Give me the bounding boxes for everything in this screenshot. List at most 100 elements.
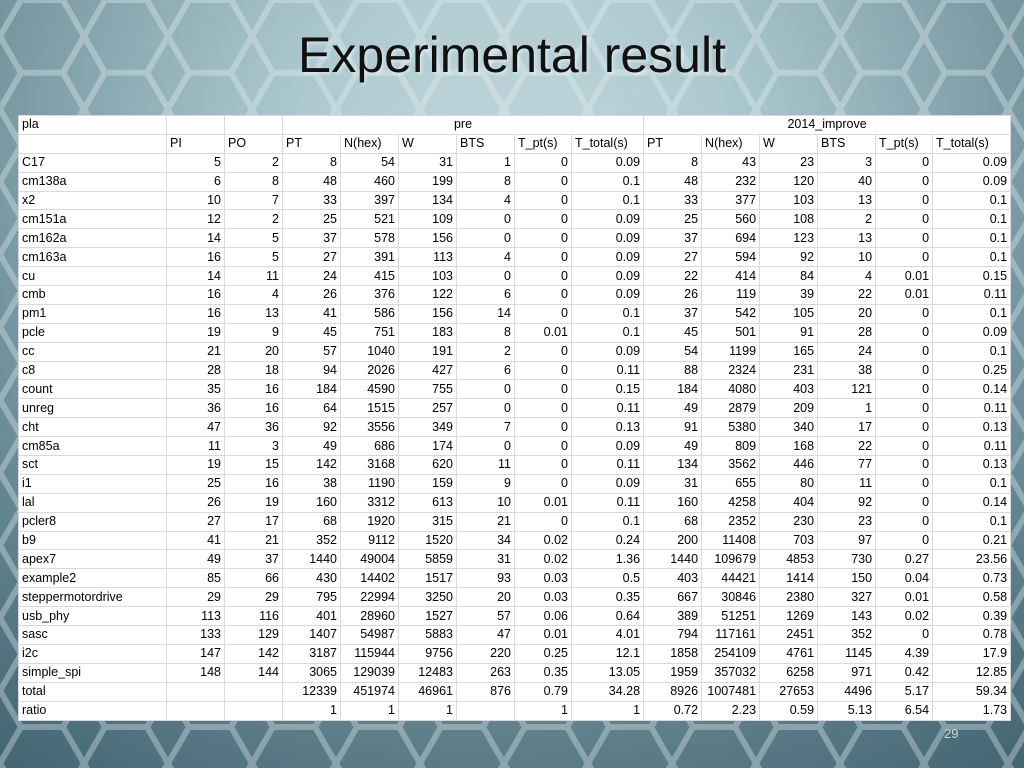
table-cell: 391 [340,247,399,268]
table-cell: 1527 [398,606,457,627]
table-cell: 25 [282,209,341,230]
table-row: cm163a 16 5 27 391 113 4 0 0.09 27 594 92 10 0 0.1 [18,247,1012,268]
table-cell: 0.11 [570,360,645,381]
table-cell: 91 [643,417,703,438]
table-cell: 13 [817,190,877,211]
table-cell: 4853 [759,549,819,570]
table-cell: 40 [817,171,877,192]
table-cell: 30846 [701,587,761,608]
table-cell: 1414 [759,568,819,589]
table-cell: 0.13 [570,417,645,438]
table-cell: 0 [875,341,934,362]
table-cell: 113 [398,247,457,268]
table-cell: 0 [514,360,572,381]
table-cell: 0.01 [514,625,572,645]
table-cell: 115944 [340,643,399,664]
table-cell: 0.11 [570,398,645,419]
table-cell: 27 [282,247,341,268]
table-cell: 184 [282,379,341,400]
table-cell: 31 [456,549,515,570]
table-cell: 19 [224,492,283,513]
table-cell: 144 [224,662,283,683]
table-cell: 0 [875,473,934,494]
table-cell: 315 [398,511,457,532]
table-cell: 0 [875,228,934,249]
table-row: sct 19 15 142 3168 620 11 0 0.11 134 3562 446 77 0 0.1… [18,455,1012,475]
table-cell: 4.39 [875,643,934,664]
table-cell: 1040 [340,341,399,362]
table-cell: 0.1 [932,303,1012,324]
table-row: i1 25 16 38 1190 159 9 0 0.09 31 655 80 11 0 0.1 [18,473,1012,494]
table-cell: 34 [456,530,515,551]
table-cell: 49 [643,436,703,457]
table-cell: 5.13 [817,700,877,721]
table-cell: 57 [456,606,515,627]
table-cell: 2352 [701,511,761,532]
table-cell: 0.13 [932,455,1012,475]
table-cell: 0 [875,455,934,475]
table-cell: 0.1 [932,247,1012,268]
table-cell: 0 [514,341,572,362]
table-cell: 794 [643,625,703,645]
table-cell: 414 [701,266,761,287]
table-cell: 327 [817,587,877,608]
table-cell: 122 [398,285,457,305]
table-cell: 0.73 [932,568,1012,589]
table-cell: 13 [817,228,877,249]
row-label: ratio [18,700,167,721]
table-cell: 0 [456,228,515,249]
table-cell: 12339 [282,681,341,702]
table-cell: 0.1 [932,190,1012,211]
table-cell: 12.85 [932,662,1012,683]
table-cell: 1269 [759,606,819,627]
row-label: c8 [18,360,167,381]
table-cell: 0.27 [875,549,934,570]
table-cell: 404 [759,492,819,513]
table-cell: 257 [398,398,457,419]
column-header: T_total(s) [932,133,1012,154]
table-cell: 594 [701,247,761,268]
table-cell: 23 [759,152,819,173]
table-cell: 165 [759,341,819,362]
table-cell: 45 [643,322,703,343]
table-cell: 0 [514,209,572,230]
table-cell: 1199 [701,341,761,362]
table-cell: 16 [166,303,225,324]
table-cell: 10 [166,190,225,211]
table-cell: 0.11 [932,398,1012,419]
table-cell: 352 [817,625,877,645]
table-cell: 26 [643,285,703,305]
table-cell: 49 [643,398,703,419]
row-label: cm162a [18,228,167,249]
table-cell: 0.09 [570,285,645,305]
table-cell: 18 [224,360,283,381]
table-cell: 403 [759,379,819,400]
table-group-header-row: pla pre 2014_improve [18,115,1012,135]
table-row: example2 85 66 430 14402 1517 93 0.03 0.5 403 4442… [18,568,1012,589]
table-cell: 4590 [340,379,399,400]
table-cell: 4 [456,190,515,211]
table-cell: 24 [282,266,341,287]
table-cell: 49 [282,436,341,457]
table-cell: 116 [224,606,283,627]
table-cell: 2 [817,209,877,230]
table-cell: 28 [166,360,225,381]
table-cell: 0.25 [514,643,572,664]
table-cell: 2.23 [701,700,761,721]
row-label: C17 [18,152,167,173]
table-cell: 68 [282,511,341,532]
table-cell: 4496 [817,681,877,702]
table-cell: 5380 [701,417,761,438]
table-cell: 94 [282,360,341,381]
table-cell: 0.11 [570,455,645,475]
table-cell: 38 [817,360,877,381]
row-label: example2 [18,568,167,589]
row-label: cm163a [18,247,167,268]
table-cell: 113 [166,606,225,627]
table-cell: 156 [398,228,457,249]
table-cell: 184 [643,379,703,400]
table-cell: 5883 [398,625,457,645]
row-label: cc [18,341,167,362]
table-cell: 415 [340,266,399,287]
table-cell: 0 [514,285,572,305]
